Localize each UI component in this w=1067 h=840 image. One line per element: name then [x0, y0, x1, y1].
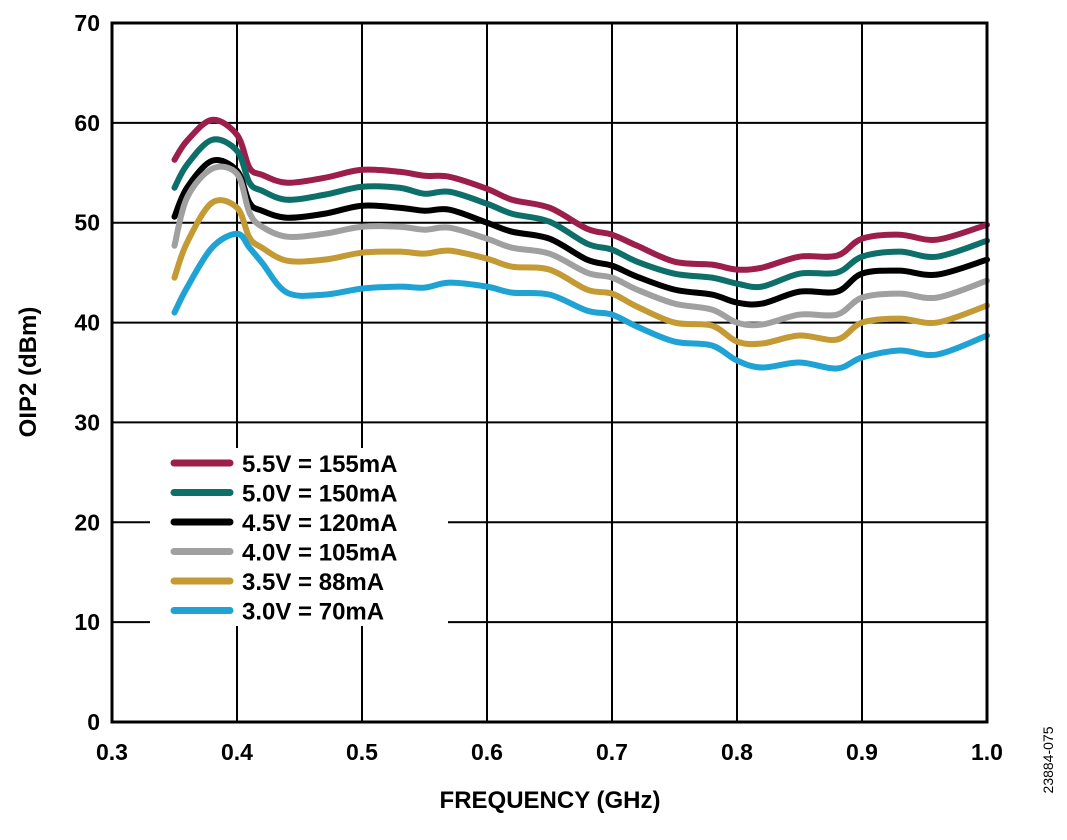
y-tick-label: 40 — [74, 310, 100, 336]
legend-label: 4.0V = 105mA — [242, 540, 397, 567]
figure-id: 23884-075 — [1040, 726, 1056, 793]
legend-background — [150, 448, 448, 626]
x-tick-label: 0.8 — [721, 739, 753, 765]
y-tick-label: 20 — [74, 509, 100, 535]
x-tick-label: 0.9 — [846, 739, 878, 765]
y-tick-label: 50 — [74, 210, 100, 236]
legend-label: 3.5V = 88mA — [242, 569, 384, 596]
x-tick-label: 0.5 — [346, 739, 378, 765]
legend-label: 4.5V = 120mA — [242, 510, 397, 537]
y-tick-label: 0 — [87, 709, 100, 735]
y-axis-label: OIP2 (dBm) — [15, 307, 42, 438]
x-tick-label: 0.6 — [471, 739, 503, 765]
series-line-4 — [171, 197, 990, 348]
y-tick-label: 30 — [74, 409, 100, 435]
y-tick-label: 10 — [74, 609, 100, 635]
x-tick-label: 0.4 — [221, 739, 253, 765]
x-tick-label: 0.3 — [96, 739, 128, 765]
series-line-2 — [171, 157, 990, 308]
series-lines — [171, 116, 990, 372]
series-line-0 — [171, 116, 990, 273]
series-line-5 — [171, 230, 990, 372]
y-tick-label: 60 — [74, 110, 100, 136]
series-line-3 — [171, 163, 990, 329]
legend-label: 5.5V = 155mA — [242, 451, 397, 478]
legend-label: 3.0V = 70mA — [242, 599, 384, 626]
series-line-1 — [171, 136, 990, 291]
x-tick-label: 0.7 — [596, 739, 628, 765]
tick-labels: 0.3 0.4 0.5 0.6 0.7 0.8 0.9 1.0 0 10 20 30 40 50 60 70 — [74, 10, 1003, 765]
legend-label: 5.0V = 150mA — [242, 481, 397, 508]
x-tick-label: 1.0 — [971, 739, 1003, 765]
y-tick-label: 70 — [74, 10, 100, 36]
x-axis-label: FREQUENCY (GHz) — [440, 787, 661, 814]
plot-frame — [110, 21, 989, 724]
